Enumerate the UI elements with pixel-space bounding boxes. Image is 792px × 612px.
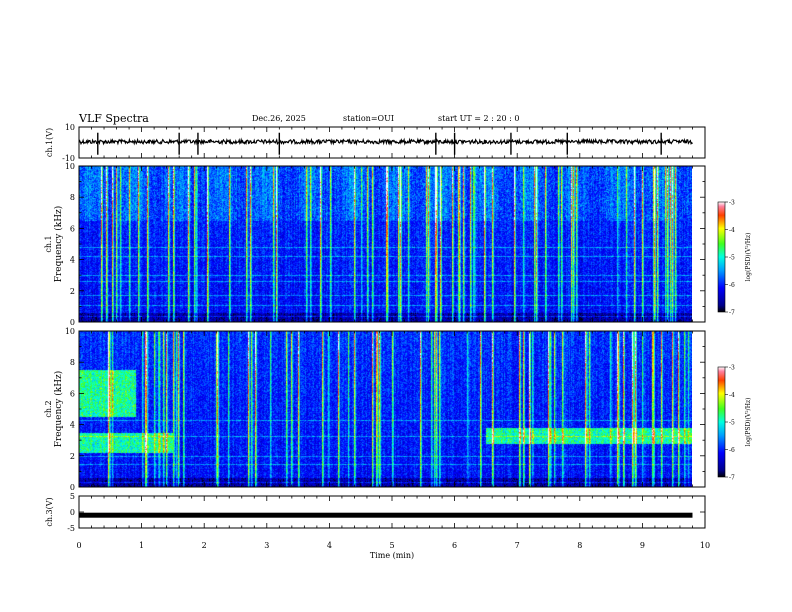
ch3-waveform-ytick-label: 5	[70, 492, 75, 501]
x-tick-label: 8	[577, 541, 582, 550]
ch1-waveform-ylabel: ch.1(V)	[45, 128, 54, 157]
x-tick-label: 3	[264, 541, 269, 550]
x-tick-label: 2	[202, 541, 207, 550]
ch1-spectrogram-ylabel2: Frequency (kHz)	[53, 206, 64, 283]
ch1-spectrogram-colorbar-tick-label: -6	[729, 282, 735, 289]
ch1-waveform-ytick-label: -10	[62, 154, 75, 163]
ch2-spectrogram-ytick-label: 2	[70, 452, 75, 461]
x-tick-label: 5	[389, 541, 394, 550]
ch1-spectrogram-image	[79, 166, 692, 322]
ch1-spectrogram-ytick-label: 10	[65, 162, 75, 171]
header-date: Dec.26, 2025	[252, 114, 306, 123]
ch1-spectrogram-colorbar-label: log(PSD)(V²/Hz)	[745, 233, 752, 282]
ch2-spectrogram-ytick-label: 4	[70, 421, 75, 430]
ch1-spectrogram-ytick-label: 2	[70, 287, 75, 296]
x-tick-label: 10	[700, 541, 710, 550]
ch1-waveform-trace	[78, 137, 693, 146]
ch3-waveform-ylabel: ch.3(V)	[45, 497, 54, 526]
header-start-ut: start UT = 2 : 20 : 0	[438, 114, 520, 123]
x-tick-label: 0	[76, 541, 81, 550]
ch2-spectrogram-ylabel: ch.2	[44, 400, 53, 417]
ch2-spectrogram-colorbar-tick-label: -5	[729, 420, 735, 427]
ch2-spectrogram-ytick-label: 10	[65, 327, 75, 336]
ch2-spectrogram-colorbar-tick-label: -6	[729, 447, 735, 454]
x-axis-label: Time (min)	[370, 551, 414, 560]
ch2-spectrogram-colorbar-tick-label: -7	[729, 475, 735, 482]
ch3-waveform-ytick-label: 0	[70, 508, 75, 517]
ch1-spectrogram-colorbar	[717, 201, 726, 313]
ch2-spectrogram-ytick-label: 6	[70, 389, 75, 398]
x-tick-label: 9	[640, 541, 645, 550]
x-tick-label: 7	[515, 541, 520, 550]
ch1-spectrogram-ylabel: ch.1	[44, 235, 53, 252]
ch1-spectrogram-colorbar-tick-label: -5	[729, 255, 735, 262]
ch1-spectrogram-colorbar-tick-label: -7	[729, 310, 735, 317]
x-tick-label: 6	[452, 541, 457, 550]
x-tick-label: 4	[327, 541, 332, 550]
ch3-waveform-trace	[79, 512, 693, 518]
ch1-spectrogram-ytick-label: 4	[70, 256, 75, 265]
ch1-spectrogram-colorbar-tick-label: -3	[729, 200, 735, 207]
ch2-spectrogram-colorbar	[717, 366, 726, 478]
ch1-spectrogram-ytick-label: 8	[70, 193, 75, 202]
ch2-spectrogram-ytick-label: 0	[70, 483, 75, 492]
header-title: VLF Spectra	[79, 112, 149, 125]
ch2-spectrogram-colorbar-label: log(PSD)(V²/Hz)	[745, 398, 752, 447]
ch1-waveform-ytick-label: 10	[65, 123, 75, 132]
ch1-spectrogram-colorbar-tick-label: -4	[729, 227, 735, 234]
ch2-spectrogram-colorbar-tick-label: -3	[729, 365, 735, 372]
ch1-spectrogram-ytick-label: 0	[70, 318, 75, 327]
header-station: station=OUI	[343, 114, 394, 123]
ch2-spectrogram-ytick-label: 8	[70, 358, 75, 367]
ch2-spectrogram-colorbar-tick-label: -4	[729, 392, 735, 399]
ch2-spectrogram-image	[79, 331, 692, 487]
ch1-spectrogram-ytick-label: 6	[70, 224, 75, 233]
ch3-waveform-ytick-label: -5	[67, 524, 75, 533]
ch2-spectrogram-ylabel2: Frequency (kHz)	[53, 371, 64, 448]
x-tick-label: 1	[139, 541, 144, 550]
